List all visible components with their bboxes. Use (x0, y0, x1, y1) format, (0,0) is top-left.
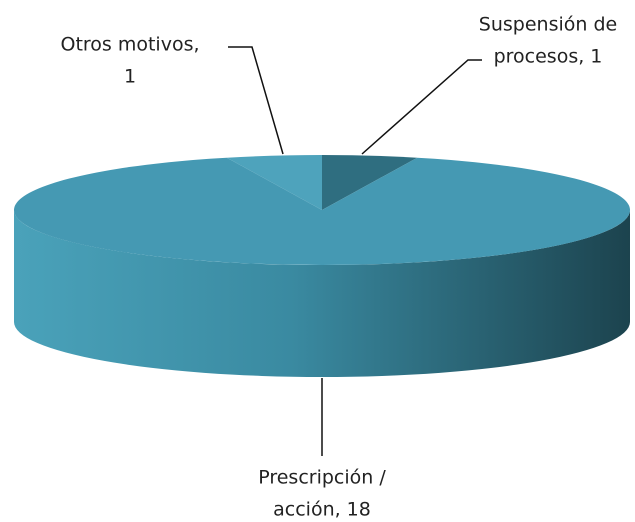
pie-sides (14, 210, 630, 377)
data-label: Prescripción / (258, 467, 386, 489)
pie-side (14, 210, 630, 377)
data-label: Suspensión de (479, 14, 617, 36)
data-label: Otros motivos, (60, 34, 199, 56)
data-label: acción, 18 (273, 499, 371, 521)
data-label: 1 (124, 66, 136, 88)
pie-slice (226, 155, 322, 210)
leader-line (228, 46, 284, 155)
data-label: procesos, 1 (494, 46, 603, 68)
leader-line (361, 59, 482, 155)
pie-slice (322, 155, 418, 210)
pie-tops (13, 155, 631, 265)
pie-slice (13, 157, 631, 265)
